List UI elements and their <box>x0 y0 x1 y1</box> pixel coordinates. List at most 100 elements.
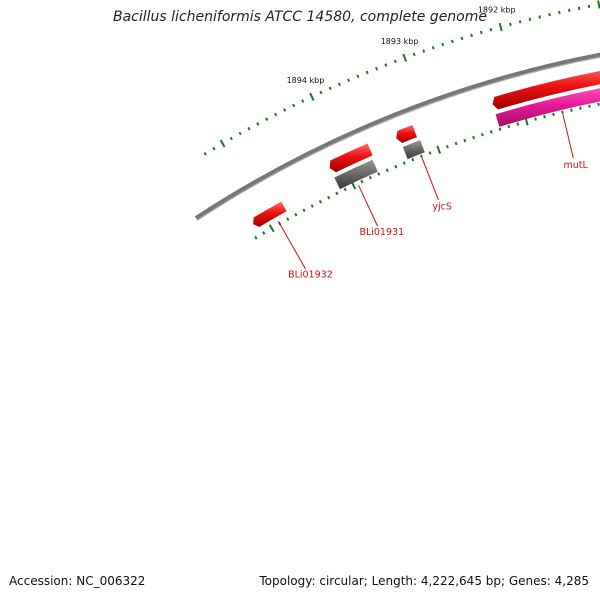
outer-ruler-minor-tick <box>229 136 233 141</box>
gene-leader-line <box>421 157 439 201</box>
outer-ruler-minor-tick <box>347 78 351 83</box>
outer-ruler-minor-tick <box>528 17 532 22</box>
inner-ruler-minor-tick <box>552 112 555 117</box>
inner-ruler-minor-tick <box>428 151 432 155</box>
outer-ruler-minor-tick <box>518 20 522 24</box>
inner-ruler-minor-tick <box>335 191 339 196</box>
inner-ruler-minor-tick <box>561 110 564 115</box>
yjcS-top-arrow <box>396 124 418 143</box>
BLi01931-band <box>334 159 378 190</box>
outer-ruler-major-tick <box>219 139 226 148</box>
mutL-band <box>495 88 600 127</box>
scale-tick-label: 1892 kbp <box>478 6 516 15</box>
scale-tick-label: 1894 kbp <box>287 76 325 85</box>
gene-track <box>253 70 600 227</box>
outer-ruler-minor-tick <box>212 146 216 151</box>
inner-ruler-minor-tick <box>343 187 347 192</box>
gene-leader-line <box>277 220 306 270</box>
outer-ruler-major-tick <box>498 22 503 32</box>
outer-ruler-minor-tick <box>538 15 542 19</box>
inner-ruler-minor-tick <box>445 144 449 149</box>
inner-ruler-minor-tick <box>489 130 493 134</box>
inner-ruler-minor-tick <box>385 168 389 173</box>
gene-leader-line <box>562 114 574 159</box>
inner-ruler-minor-tick <box>262 231 266 235</box>
inner-ruler-minor-tick <box>377 172 381 176</box>
outer-ruler-minor-tick <box>337 82 341 87</box>
outer-ruler-minor-tick <box>238 131 242 136</box>
inner-ruler-minor-tick <box>368 175 372 180</box>
inner-ruler-minor-tick <box>588 104 591 108</box>
inner-ruler-minor-tick <box>463 138 467 143</box>
outer-ruler-minor-tick <box>422 49 426 53</box>
inner-ruler-minor-tick <box>534 117 537 121</box>
outer-ruler-minor-tick <box>509 22 512 27</box>
outer-ruler-minor-tick <box>558 10 561 15</box>
inner-ruler-minor-tick <box>327 195 331 200</box>
outer-ruler-minor-tick <box>292 103 296 108</box>
outer-ruler-minor-tick <box>548 13 551 17</box>
gene-labels: ymcBymcAcotEmutSmutLyjcSBLi01931BLi01932 <box>277 114 588 281</box>
inner-ruler-minor-tick <box>498 127 502 131</box>
genome-backbone <box>194 52 600 221</box>
outer-ruler-minor-tick <box>567 8 571 13</box>
outer-ruler-minor-tick <box>470 33 474 38</box>
outer-ruler-minor-tick <box>489 27 493 32</box>
inner-ruler-minor-tick <box>254 235 258 240</box>
outer-ruler-minor-tick <box>393 59 397 64</box>
inner-ruler-minor-tick <box>302 208 306 213</box>
outer-ruler-minor-tick <box>319 90 323 95</box>
outer-ruler-major-tick <box>402 53 408 62</box>
gene-leader-line <box>358 185 379 227</box>
gene-label-BLi01931: BLi01931 <box>359 227 404 238</box>
topology-summary: Topology: circular; Length: 4,222,645 bp… <box>259 574 589 588</box>
gene-label-mutL: mutL <box>563 160 588 171</box>
outer-scale-ruler: 1885 kbp1886 kbp1887 kbp1888 kbp1889 kbp… <box>203 0 600 156</box>
inner-ruler-minor-tick <box>411 157 415 162</box>
outer-ruler-minor-tick <box>283 108 287 112</box>
mutL-top-arrow <box>492 70 600 110</box>
outer-ruler-minor-tick <box>460 36 464 41</box>
outer-ruler-minor-tick <box>365 70 369 75</box>
backbone-highlight <box>196 56 600 221</box>
outer-ruler-minor-tick <box>577 6 581 10</box>
outer-ruler-minor-tick <box>256 122 260 126</box>
inner-ruler-minor-tick <box>507 124 511 129</box>
backbone-arc <box>194 52 600 221</box>
outer-ruler-minor-tick <box>441 42 445 47</box>
outer-ruler-minor-tick <box>301 99 305 103</box>
outer-ruler-minor-tick <box>356 74 360 79</box>
outer-ruler-major-tick <box>597 0 600 9</box>
outer-ruler-minor-tick <box>587 4 591 9</box>
gene-label-BLi01932: BLi01932 <box>288 270 333 281</box>
gene-label-yjcS: yjcS <box>432 201 452 212</box>
inner-ruler-minor-tick <box>294 212 298 217</box>
outer-ruler-minor-tick <box>412 52 416 57</box>
inner-ruler-minor-tick <box>402 161 406 165</box>
inner-ruler-minor-tick <box>310 204 314 208</box>
inner-ruler-major-tick <box>268 224 275 233</box>
outer-ruler-minor-tick <box>450 39 454 44</box>
outer-ruler-minor-tick <box>265 117 269 121</box>
inner-ruler-minor-tick <box>480 132 484 137</box>
inner-ruler-minor-tick <box>286 217 290 221</box>
inner-ruler-major-tick <box>436 145 442 154</box>
outer-ruler-minor-tick <box>274 112 278 117</box>
outer-ruler-minor-tick <box>384 63 388 67</box>
inner-ruler-minor-tick <box>570 108 573 112</box>
outer-ruler-major-tick <box>309 92 315 101</box>
inner-ruler-minor-tick <box>579 106 582 110</box>
inner-ruler-minor-tick <box>360 179 364 184</box>
outer-ruler-minor-tick <box>431 45 435 50</box>
inner-ruler-minor-tick <box>454 141 458 146</box>
map-title: Bacillus licheniformis ATCC 14580, compl… <box>113 9 487 25</box>
inner-ruler-minor-tick <box>472 135 476 140</box>
outer-ruler-minor-tick <box>328 86 332 91</box>
inner-ruler-minor-tick <box>318 199 322 204</box>
inner-ruler-minor-tick <box>597 102 600 107</box>
outer-ruler-minor-tick <box>247 126 251 131</box>
inner-ruler-minor-tick <box>516 122 520 126</box>
scale-tick-label: 1893 kbp <box>381 37 419 46</box>
